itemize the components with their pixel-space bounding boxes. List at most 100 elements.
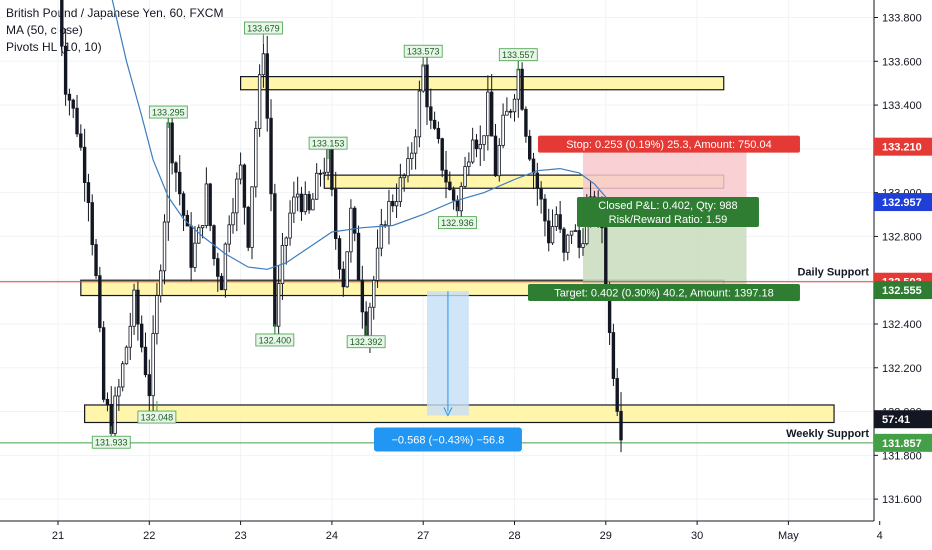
candle-body-6 [79,133,83,148]
candle-body-32 [178,171,182,195]
candle-body-57 [273,193,277,327]
support-resistance-zones [80,76,835,424]
candle-body-38 [200,225,205,229]
moving-average [111,0,614,270]
measure-label-box [373,427,522,452]
candle-body-41 [212,225,216,260]
candle-body-49 [242,164,247,208]
candle-body-15 [113,395,117,434]
pivot-label-8: 132.048 [141,413,174,423]
candle-body-96 [421,64,425,92]
pivot-box-6 [255,333,295,347]
candle-body-11 [98,275,102,329]
price-tick-label-1: 131.800 [882,450,922,462]
info-label-box [576,197,759,228]
stop-zone [582,146,747,203]
candle-body-25 [151,333,155,397]
candle-body-70 [322,171,326,175]
price-tick-label-6: 132.800 [882,231,922,243]
candle-body-112 [482,135,486,145]
candle-body-54 [261,53,266,76]
time-label-4: 4 [877,530,883,542]
candle-body-123 [524,108,528,137]
stop-label: Stop: 0.253 (0.19%) 25.3, Amount: 750.04 [566,139,771,151]
candle-body-39 [204,183,209,226]
candle-body-147 [615,378,619,412]
candle-body-44 [223,243,228,291]
candle-body-148 [619,410,623,441]
candle-body-19 [128,325,132,348]
candle-body-100 [436,127,441,140]
candle-body-138 [581,243,585,248]
candle-body-33 [181,193,186,216]
time-label-23: 23 [234,530,246,542]
candle-body-92 [406,158,410,177]
candle-body-124 [528,135,532,160]
pivots-indicator-label[interactable]: Pivots HL (10, 10) [6,40,102,54]
time-axis[interactable]: 21 22 23 24 27 28 29 30 May 4 [0,520,932,550]
candle-body-132 [558,214,562,230]
time-label-22: 22 [143,530,155,542]
stop-price-tag-box [874,137,932,156]
candle-body-126 [535,172,540,189]
candle-body-121 [516,68,521,100]
candle-body-69 [318,172,323,175]
candle-body-12 [101,327,106,400]
candle-body-4 [71,99,75,109]
candle-body-28 [162,221,167,272]
measure-tool[interactable] [427,291,469,417]
target-price-tag-box [874,281,932,300]
time-label-21: 21 [52,530,64,542]
time-label-29: 29 [600,530,612,542]
candle-body-102 [444,169,448,183]
candle-body-134 [566,234,570,253]
target-price-tag: 132.555 [882,285,922,297]
candle-body-65 [303,193,307,213]
candles [60,0,623,453]
candle-body-101 [440,138,444,171]
ma-indicator-label[interactable]: MA (50, close) [6,23,83,37]
candle-body-36 [193,242,197,268]
candle-body-76 [345,251,349,288]
candle-body-66 [307,193,311,211]
candle-body-110 [474,139,479,150]
candle-body-35 [189,225,193,268]
pivot-label-2: 133.557 [502,50,535,60]
candle-body-94 [413,136,418,154]
candle-body-109 [470,139,475,163]
countdown-tag: 57:41 [882,414,910,426]
candle-body-62 [292,196,296,214]
price-tick-label-11: 133.800 [882,13,922,25]
candle-body-64 [299,193,304,213]
pivot-box-1 [403,44,443,58]
time-label-27: 27 [417,530,429,542]
candle-body-67 [311,198,315,211]
candle-body-80 [360,279,365,313]
candle-body-131 [554,214,559,227]
price-axis[interactable]: 131.600131.800132.000132.200132.400132.6… [873,0,932,550]
pivot-label-4: 133.153 [312,139,345,149]
candle-body-68 [314,172,319,200]
pivot-box-3 [148,105,188,119]
candle-body-108 [467,161,471,167]
candle-body-63 [295,193,300,198]
candle-body-40 [208,183,212,227]
candle-body-116 [497,145,501,177]
pivot-label-3: 133.295 [152,108,185,118]
candle-body-82 [368,306,372,339]
entry-price-tag-box [874,193,932,212]
candle-body-83 [372,280,376,308]
price-tick-label-3: 132.200 [882,363,922,375]
candle-body-9 [90,202,94,245]
candle-body-58 [276,283,281,327]
candle-body-18 [124,346,129,365]
candle-body-111 [478,143,482,150]
candle-body-130 [550,226,555,244]
candle-body-60 [284,237,288,246]
candle-body-52 [254,128,258,188]
candle-body-127 [539,187,543,200]
candle-body-5 [75,107,79,135]
candle-body-7 [82,146,87,183]
candle-body-88 [391,200,395,207]
